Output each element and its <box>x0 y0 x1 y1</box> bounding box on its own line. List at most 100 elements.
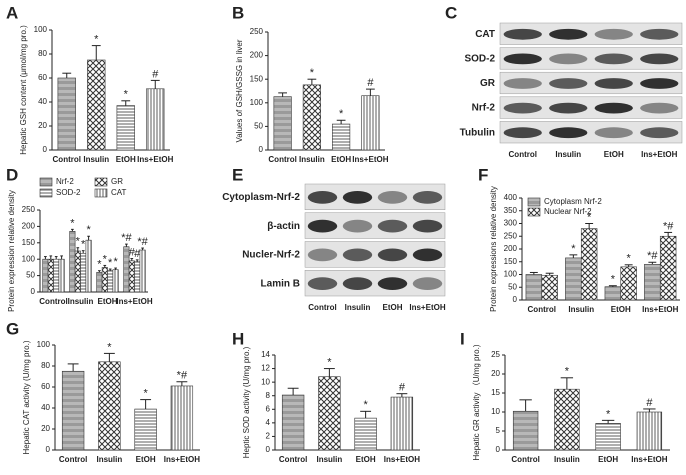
y-axis-label: Values of GSH/GSSG in liver <box>235 39 244 142</box>
bar <box>69 231 76 293</box>
error-bar <box>54 256 58 260</box>
error-bar <box>278 92 288 97</box>
significance-mark: * <box>108 257 113 269</box>
bar <box>636 411 663 451</box>
error-bar <box>396 393 408 398</box>
legend-swatch <box>39 188 53 198</box>
y-tick-label: 15 <box>491 388 500 397</box>
panel-letter: E <box>232 165 243 184</box>
blot-band <box>412 248 443 262</box>
panel-letter: C <box>445 3 457 22</box>
blot-strip <box>499 47 683 70</box>
significance-mark: * <box>113 256 118 268</box>
y-tick-label: 0 <box>513 295 518 304</box>
lane-label: Ins+EtOH <box>409 303 445 312</box>
error-bar <box>323 368 335 377</box>
blot-band <box>549 127 588 139</box>
error-bar <box>140 399 152 410</box>
y-tick-label: 10 <box>491 407 500 416</box>
y-tick-label: 0 <box>496 445 501 454</box>
blot-band <box>640 102 679 114</box>
y-axis-label: Heptic SOD activity (U/mg pro.) <box>242 346 251 458</box>
bar <box>281 394 305 451</box>
bar <box>604 286 622 301</box>
y-tick-label: 200 <box>250 51 264 60</box>
significance-mark: * <box>103 253 108 265</box>
blot-band <box>549 78 588 89</box>
y-tick-label: 200 <box>22 222 36 231</box>
blot-row-label: Nrf-2 <box>472 103 496 114</box>
blot-band <box>377 219 408 233</box>
bar <box>98 361 121 451</box>
blot-band <box>594 53 633 65</box>
bar <box>112 269 119 293</box>
panel-letter: B <box>232 3 244 22</box>
blot-row-label: CAT <box>475 29 495 40</box>
y-tick-label: 150 <box>22 238 36 247</box>
y-tick-label: 8 <box>266 391 271 400</box>
y-tick-label: 0 <box>259 145 264 154</box>
y-tick-label: 50 <box>254 122 263 131</box>
y-axis-label: Protein expression relative density <box>7 190 16 312</box>
lane-label: Control <box>509 150 537 159</box>
bar <box>644 263 661 301</box>
lane-label: EtOH <box>383 303 403 312</box>
error-bar <box>44 256 47 260</box>
x-tick-label: Control <box>279 455 307 464</box>
panel-letter: G <box>6 319 19 338</box>
error-bar <box>103 352 115 362</box>
bar <box>134 408 157 451</box>
blot-row-label: Lamin B <box>261 278 300 289</box>
error-bar <box>287 387 299 396</box>
blot-band <box>342 191 373 204</box>
error-bar <box>519 399 532 412</box>
panel-letter: A <box>6 3 18 22</box>
blot-row-label: β-actin <box>267 221 300 232</box>
x-tick-label: Ins+EtOH <box>352 155 388 164</box>
y-tick-label: 80 <box>38 49 47 58</box>
y-tick-label: 12 <box>261 364 270 373</box>
error-bar <box>49 255 53 260</box>
y-tick-label: 0 <box>43 145 48 154</box>
bar <box>96 272 103 293</box>
bar <box>134 261 141 293</box>
x-tick-label: Control <box>511 455 539 464</box>
y-tick-label: 14 <box>261 350 270 359</box>
y-tick-label: 10 <box>261 377 270 386</box>
y-tick-label: 150 <box>504 257 518 266</box>
x-tick-label: EtOH <box>356 455 376 464</box>
y-tick-label: 80 <box>41 361 50 370</box>
blot-band <box>377 191 408 204</box>
error-bar <box>98 270 101 273</box>
y-axis-label: Hepatic GR activity （U/mg pro.) <box>472 344 481 460</box>
x-tick-label: EtOH <box>611 305 631 314</box>
significance-mark: * <box>76 236 81 248</box>
y-axis-label: Hepatic GSH content (μmol/mg pro.) <box>19 25 28 155</box>
blot-band <box>640 127 679 139</box>
bar <box>512 410 539 451</box>
legend-swatch <box>94 188 108 198</box>
blot-band <box>412 219 443 233</box>
error-bar <box>150 79 160 89</box>
y-tick-label: 40 <box>41 403 50 412</box>
blot-band <box>307 219 338 233</box>
bar <box>170 385 194 451</box>
legend-label: CAT <box>111 188 127 197</box>
error-bar <box>76 247 80 251</box>
y-tick-label: 40 <box>38 97 47 106</box>
y-tick-label: 100 <box>34 25 48 34</box>
y-tick-label: 20 <box>41 424 50 433</box>
y-tick-label: 6 <box>266 404 271 413</box>
x-tick-label: Ins+EtOH <box>164 455 200 464</box>
blot-band <box>307 277 338 290</box>
bar <box>85 239 92 293</box>
significance-mark: * <box>107 341 112 353</box>
blot-band <box>594 127 633 139</box>
x-tick-label: Ins+EtOH <box>137 155 173 164</box>
significance-mark: # <box>129 246 136 258</box>
significance-mark: *# <box>121 232 132 244</box>
panel-letter: F <box>478 165 488 184</box>
y-tick-label: 200 <box>504 244 518 253</box>
y-tick-label: 150 <box>250 74 264 83</box>
